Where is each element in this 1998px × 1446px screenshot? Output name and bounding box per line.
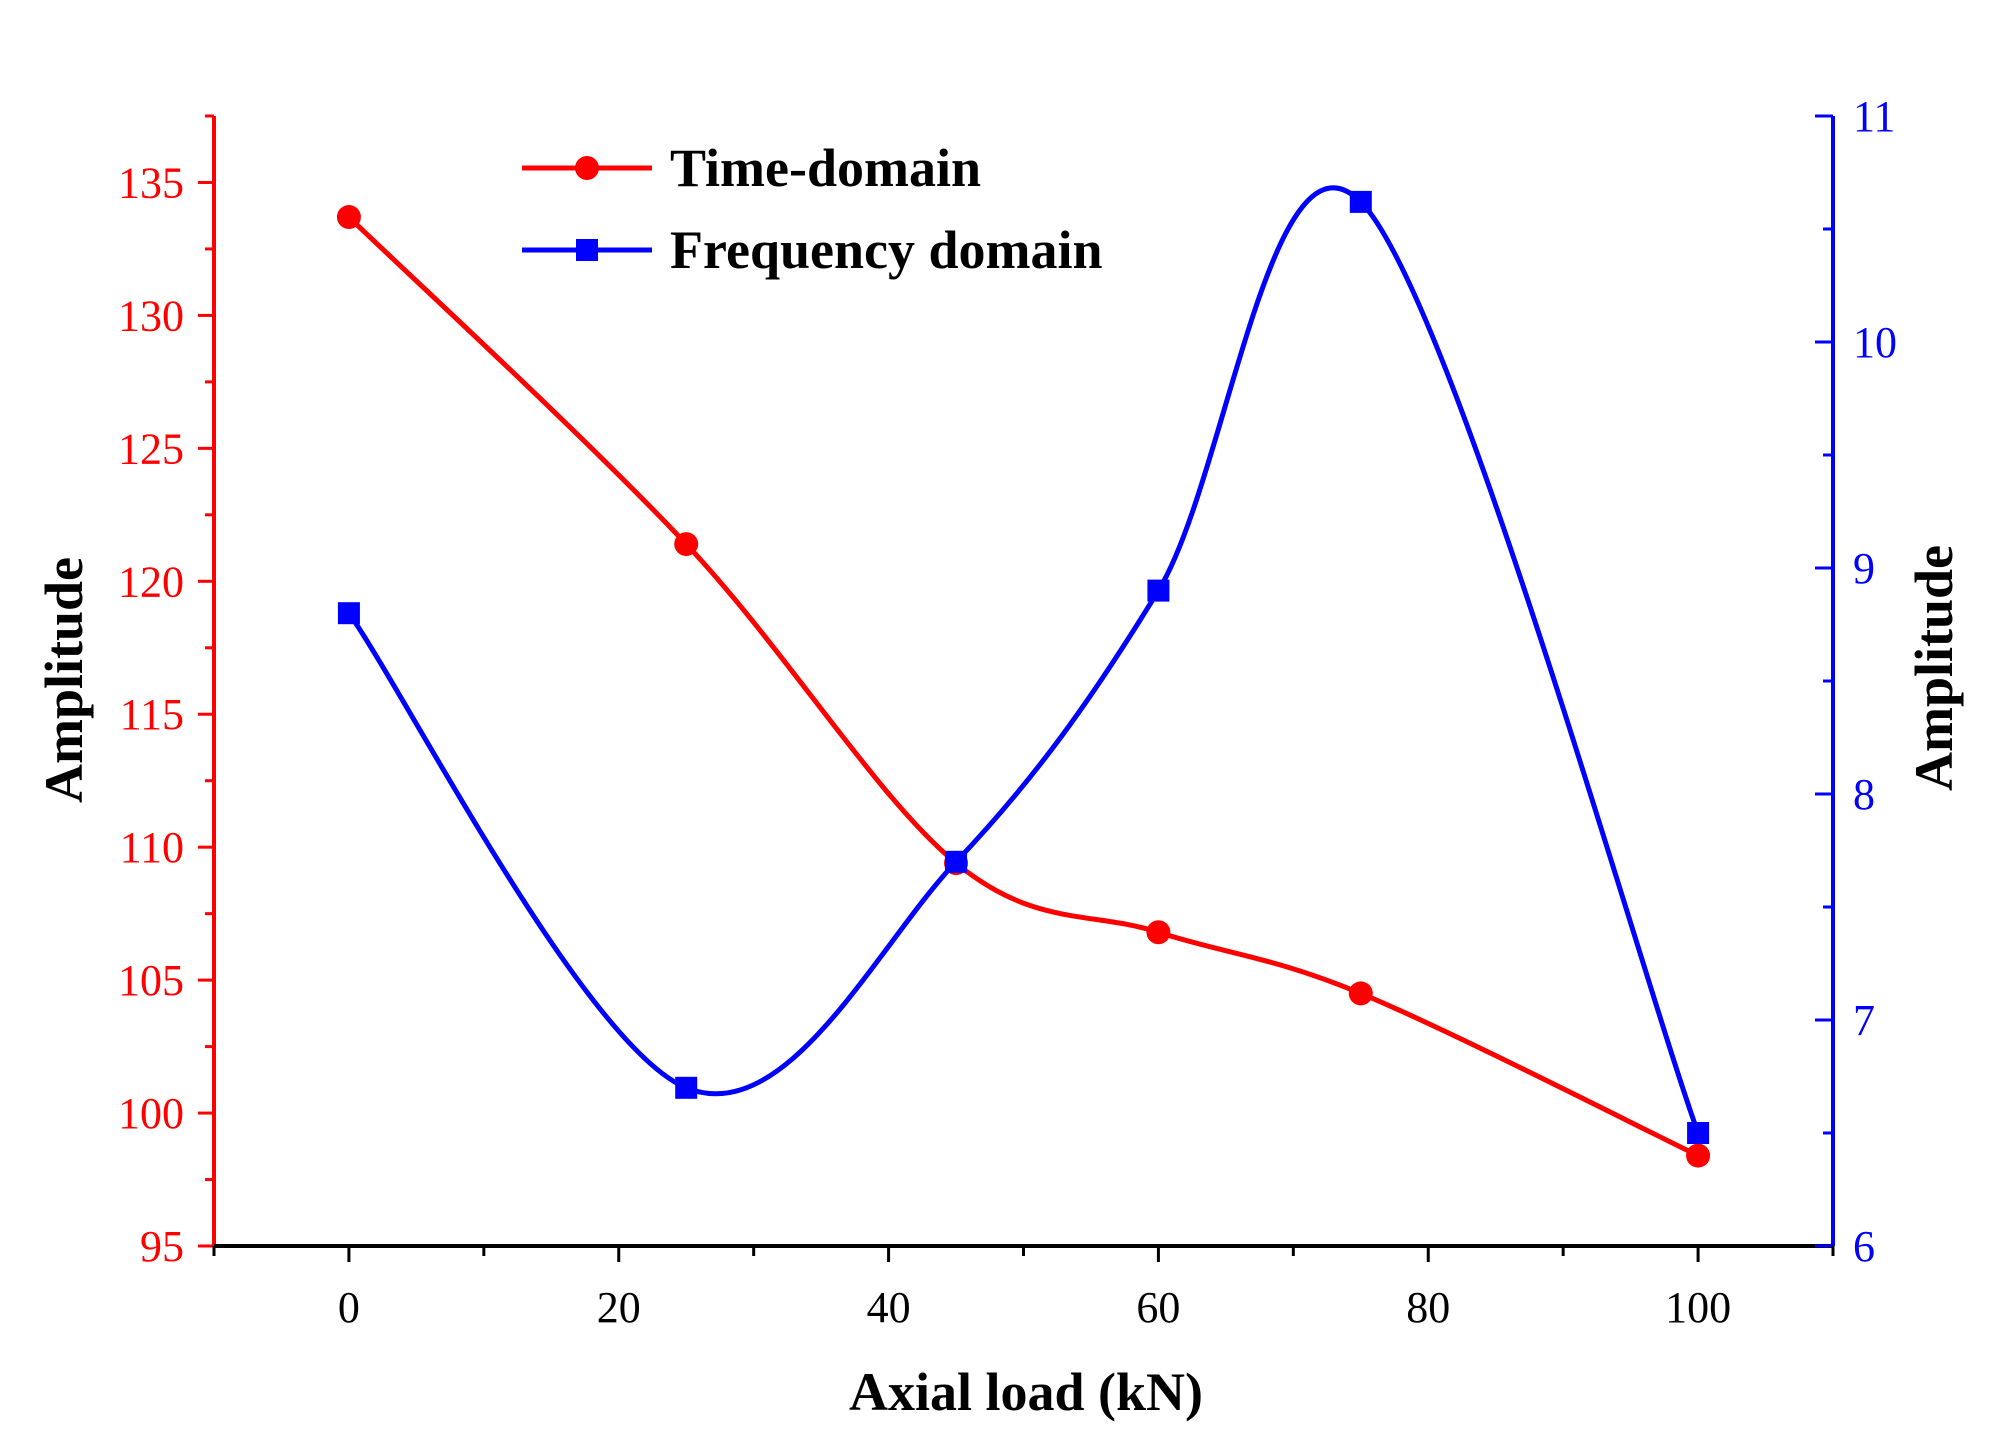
y-left-tick-label: 130 (118, 291, 184, 340)
plot-area (336, 185, 1711, 1168)
legend-marker-circle (575, 156, 599, 180)
x-tick-label: 60 (1136, 1283, 1180, 1332)
series-line-time-domain (347, 215, 1700, 1158)
series-line-frequency-domain (346, 185, 1701, 1134)
data-point-time-domain (1146, 920, 1171, 945)
data-point-time-domain (674, 532, 699, 557)
legend-label: Time-domain (670, 138, 981, 198)
y-left-tick-label: 95 (140, 1222, 184, 1271)
y-left-tick-label: 105 (118, 956, 184, 1005)
y-left-tick-label: 115 (120, 690, 184, 739)
y-right-tick-label: 10 (1853, 318, 1897, 367)
data-point-frequency-domain (1349, 190, 1372, 213)
y-right-tick-label: 8 (1853, 770, 1875, 819)
y-right-tick-label: 7 (1853, 996, 1875, 1045)
legend-label: Frequency domain (670, 220, 1103, 280)
data-point-frequency-domain (1147, 579, 1170, 602)
y-left-tick-label: 100 (118, 1089, 184, 1138)
x-tick-label: 20 (597, 1283, 641, 1332)
y-left-tick-label: 125 (118, 424, 184, 473)
legend-marker-square (576, 239, 598, 261)
data-point-frequency-domain (945, 850, 968, 873)
legend: Time-domain Frequency domain (522, 138, 1103, 280)
data-point-frequency-domain (1687, 1122, 1710, 1144)
y-axis-left-label: Amplitude (34, 557, 94, 803)
data-point-time-domain (1686, 1143, 1711, 1168)
y-left-tick-label: 135 (118, 158, 184, 207)
data-point-time-domain (336, 205, 361, 230)
x-tick-label: 80 (1406, 1283, 1450, 1332)
y-right-tick-label: 9 (1853, 544, 1875, 593)
data-point-time-domain (1348, 981, 1373, 1006)
data-point-frequency-domain (337, 602, 360, 625)
data-point-frequency-domain (675, 1076, 698, 1099)
x-tick-label: 40 (867, 1283, 911, 1332)
x-tick-label: 100 (1665, 1283, 1731, 1332)
y-axis-right-label: Amplitude (1904, 545, 1964, 791)
y-right-tick-label: 11 (1853, 92, 1895, 141)
x-axis-label: Axial load (kN) (849, 1362, 1203, 1422)
y-left-tick-label: 110 (120, 823, 184, 872)
y-left-tick-label: 120 (118, 557, 184, 606)
y-right-tick-label: 6 (1853, 1222, 1875, 1271)
x-tick-label: 0 (338, 1283, 360, 1332)
